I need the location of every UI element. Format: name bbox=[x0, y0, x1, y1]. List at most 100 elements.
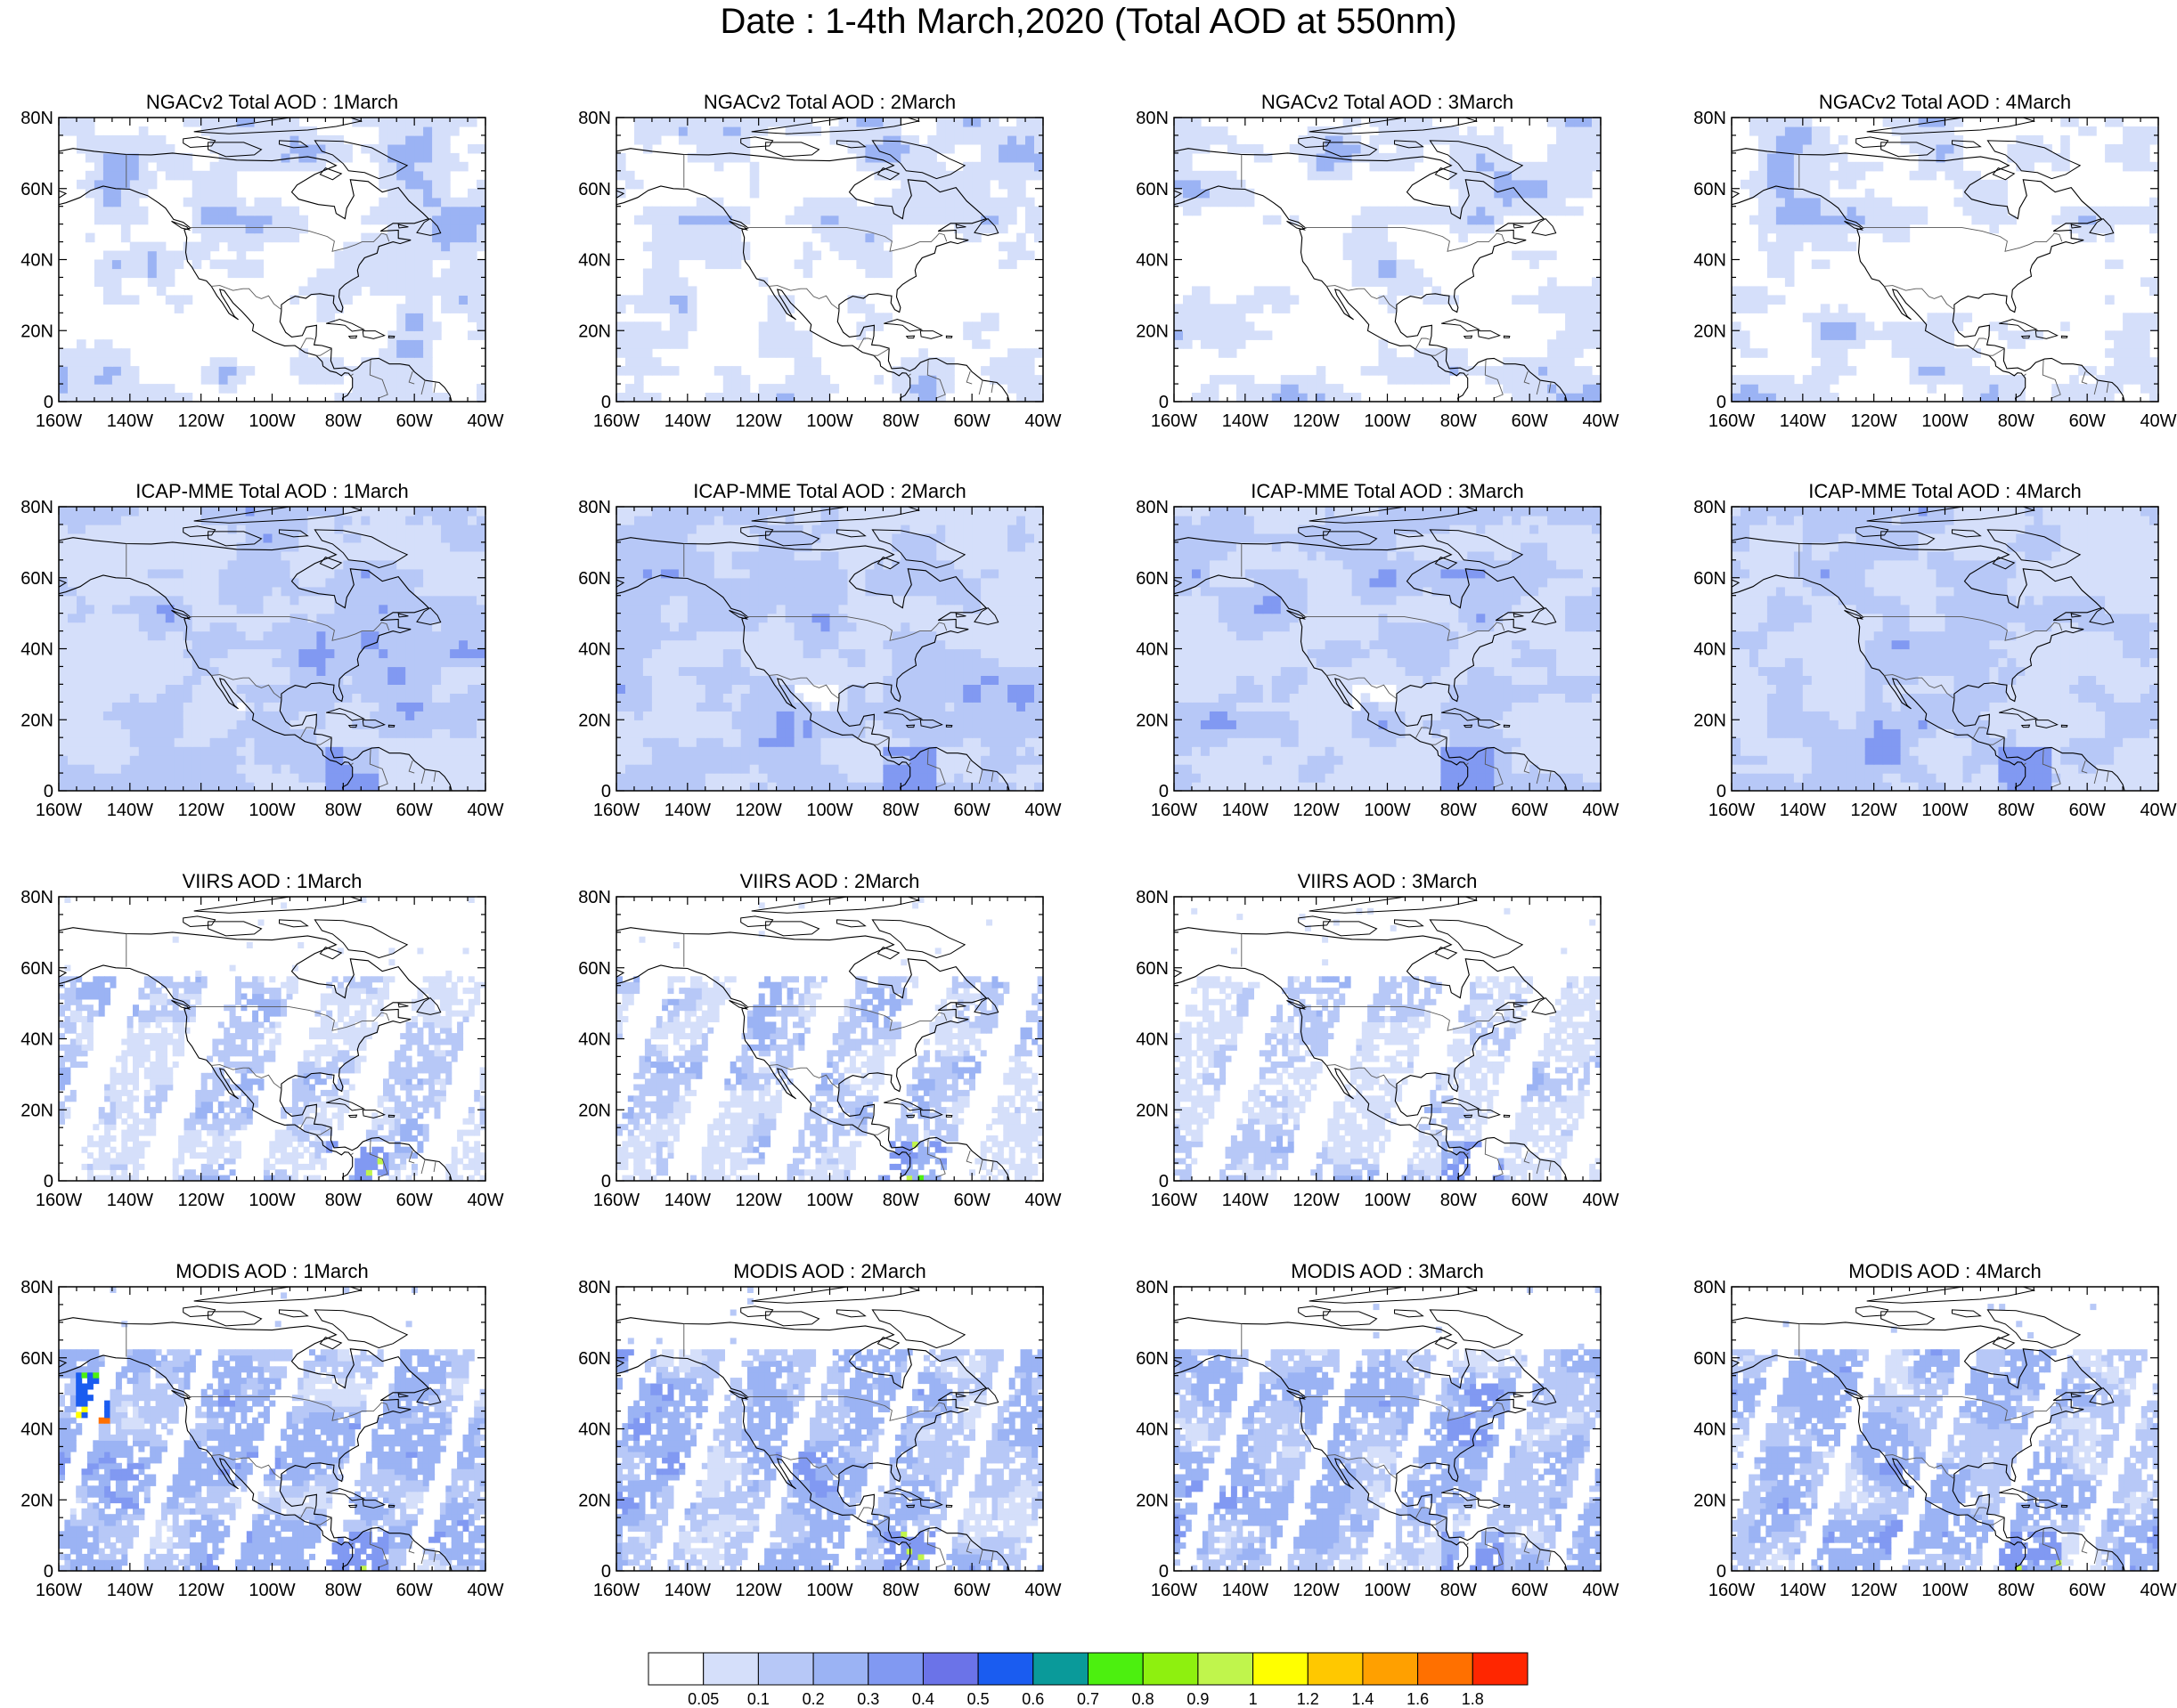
lon-tick-label: 80W bbox=[883, 1581, 919, 1600]
aod-field bbox=[1174, 507, 1601, 791]
lon-tick-label: 60W bbox=[396, 801, 433, 820]
lat-tick-label: 40N bbox=[20, 640, 53, 660]
lon-tick-label: 120W bbox=[1851, 801, 1897, 820]
colorbar-swatch bbox=[1088, 1652, 1144, 1686]
map-panel: ICAP-MME Total AOD : 4March 80N 60N 40N 20N 0… bbox=[1693, 480, 2176, 820]
lat-tick-label: 60N bbox=[20, 959, 53, 979]
lat-tick-label: 0 bbox=[44, 1172, 53, 1192]
lat-tick-label: 80N bbox=[1136, 1278, 1169, 1297]
lon-tick-label: 40W bbox=[1024, 411, 1061, 431]
lat-tick-label: 60N bbox=[578, 1349, 611, 1369]
lat-tick-label: 20N bbox=[1693, 711, 1726, 730]
lat-tick-label: 60N bbox=[1693, 569, 1726, 589]
map-panel: NGACv2 Total AOD : 2March 80N 60N 40N 20N 016… bbox=[578, 91, 1061, 431]
lon-tick-label: 60W bbox=[1512, 411, 1548, 431]
lon-tick-label: 140W bbox=[1780, 1581, 1826, 1600]
lat-tick-label: 0 bbox=[44, 393, 53, 412]
colorbar-swatch bbox=[868, 1652, 924, 1686]
colorbar-swatch bbox=[703, 1652, 759, 1686]
lon-tick-label: 160W bbox=[593, 801, 640, 820]
colorbar-label: 0.8 bbox=[1132, 1690, 1154, 1708]
lon-tick-label: 80W bbox=[1440, 1581, 1477, 1600]
lat-tick-label: 60N bbox=[1136, 569, 1169, 589]
lat-tick-label: 60N bbox=[578, 569, 611, 589]
lon-tick-label: 80W bbox=[325, 801, 362, 820]
aod-field bbox=[59, 118, 485, 402]
lon-tick-label: 140W bbox=[665, 1191, 711, 1210]
lat-tick-label: 20N bbox=[1136, 1101, 1169, 1120]
lon-tick-label: 120W bbox=[1293, 801, 1340, 820]
panel-title: MODIS AOD : 4March bbox=[1848, 1260, 2041, 1282]
lat-tick-label: 40N bbox=[578, 251, 611, 271]
lon-tick-label: 80W bbox=[1998, 1581, 2034, 1600]
lat-tick-label: 40N bbox=[578, 1030, 611, 1050]
panel-title: ICAP-MME Total AOD : 2March bbox=[693, 480, 966, 502]
lat-tick-label: 40N bbox=[1693, 640, 1726, 660]
lat-tick-label: 20N bbox=[20, 1491, 53, 1510]
aod-field bbox=[616, 507, 1043, 791]
lon-tick-label: 120W bbox=[1293, 1581, 1340, 1600]
lat-tick-label: 60N bbox=[1136, 1349, 1169, 1369]
lon-tick-label: 140W bbox=[107, 1581, 153, 1600]
lon-tick-label: 40W bbox=[2140, 411, 2176, 431]
colorbar-swatch bbox=[1307, 1652, 1364, 1686]
colorbar-swatch bbox=[1417, 1652, 1473, 1686]
lat-tick-label: 0 bbox=[1159, 1172, 1169, 1192]
lon-tick-label: 40W bbox=[467, 1581, 503, 1600]
colorbar-swatch bbox=[1362, 1652, 1419, 1686]
lon-tick-label: 40W bbox=[1582, 801, 1618, 820]
lon-tick-label: 140W bbox=[107, 411, 153, 431]
colorbar-label: 0.5 bbox=[967, 1690, 990, 1708]
lat-tick-label: 0 bbox=[1159, 782, 1169, 801]
lon-tick-label: 100W bbox=[806, 801, 852, 820]
colorbar-swatch bbox=[1142, 1652, 1199, 1686]
map-panel: ICAP-MME Total AOD : 1March 80N 60N 40N 20N 0… bbox=[20, 480, 503, 820]
lat-tick-label: 0 bbox=[1159, 393, 1169, 412]
lon-tick-label: 160W bbox=[593, 1581, 640, 1600]
lon-tick-label: 160W bbox=[593, 1191, 640, 1210]
coastlines bbox=[1732, 118, 2125, 402]
lon-tick-label: 160W bbox=[1708, 411, 1755, 431]
lon-tick-label: 60W bbox=[2069, 1581, 2106, 1600]
colorbar-label: 1.6 bbox=[1406, 1690, 1429, 1708]
lat-tick-label: 80N bbox=[1136, 498, 1169, 517]
lat-tick-label: 60N bbox=[578, 959, 611, 979]
lon-tick-label: 100W bbox=[249, 1191, 295, 1210]
lat-tick-label: 40N bbox=[578, 640, 611, 660]
lat-tick-label: 60N bbox=[1693, 180, 1726, 199]
coastlines bbox=[59, 1287, 453, 1571]
panel-title: MODIS AOD : 2March bbox=[733, 1260, 925, 1282]
panel-title: MODIS AOD : 1March bbox=[175, 1260, 368, 1282]
lat-tick-label: 0 bbox=[601, 393, 611, 412]
lon-tick-label: 140W bbox=[1222, 1581, 1268, 1600]
map-panel: NGACv2 Total AOD : 1March 80N 60N 40N 20N 016… bbox=[20, 91, 503, 431]
lon-tick-label: 40W bbox=[1582, 1191, 1618, 1210]
lat-tick-label: 40N bbox=[1136, 251, 1169, 271]
lon-tick-label: 140W bbox=[665, 411, 711, 431]
lon-tick-label: 140W bbox=[665, 801, 711, 820]
figure-title: Date : 1-4th March,2020 (Total AOD at 55… bbox=[0, 0, 2177, 41]
colorbar-label: 0.9 bbox=[1186, 1690, 1209, 1708]
coastlines bbox=[1732, 507, 2125, 791]
lon-tick-label: 40W bbox=[1582, 1581, 1618, 1600]
lat-tick-label: 80N bbox=[20, 888, 53, 907]
lon-tick-label: 60W bbox=[954, 411, 991, 431]
panel-title: ICAP-MME Total AOD : 1March bbox=[135, 480, 408, 502]
lon-tick-label: 60W bbox=[954, 1191, 991, 1210]
map-panel: ICAP-MME Total AOD : 3March 80N 60N 40N 20N 0… bbox=[1136, 480, 1618, 820]
lat-tick-label: 0 bbox=[1716, 782, 1726, 801]
lon-tick-label: 60W bbox=[954, 1581, 991, 1600]
lat-tick-label: 0 bbox=[601, 1562, 611, 1582]
coastlines bbox=[616, 1287, 1010, 1571]
colorbar-swatch bbox=[757, 1652, 814, 1686]
colorbar-label: 1.2 bbox=[1297, 1690, 1319, 1708]
coastlines bbox=[616, 507, 1010, 791]
colorbar-swatch bbox=[648, 1652, 705, 1686]
lon-tick-label: 60W bbox=[2069, 411, 2106, 431]
lat-tick-label: 80N bbox=[1693, 1278, 1726, 1297]
lon-tick-label: 100W bbox=[1921, 1581, 1968, 1600]
map-panel: ICAP-MME Total AOD : 2March 80N 60N 40N 20N 0… bbox=[578, 480, 1061, 820]
lat-tick-label: 60N bbox=[1136, 959, 1169, 979]
